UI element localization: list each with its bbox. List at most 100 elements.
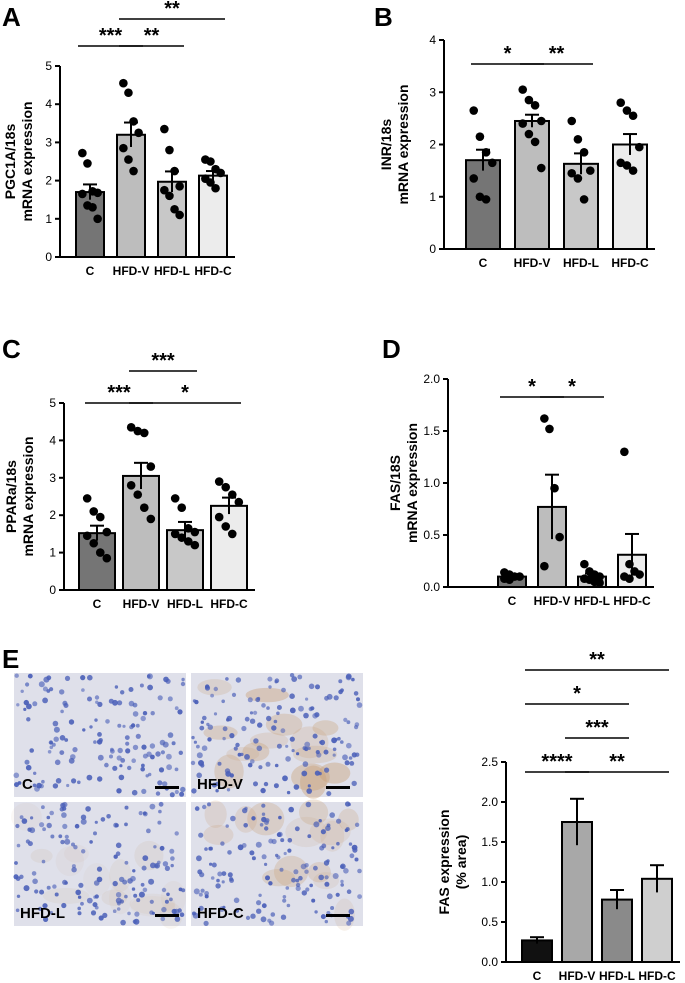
nucleus bbox=[261, 903, 267, 909]
data-point bbox=[616, 98, 626, 107]
nucleus bbox=[61, 812, 67, 818]
micrograph-label-c: C bbox=[22, 776, 33, 793]
nucleus bbox=[94, 820, 98, 824]
nucleus bbox=[87, 696, 92, 702]
nucleus bbox=[241, 843, 247, 848]
nucleus bbox=[353, 691, 359, 696]
nucleus bbox=[241, 725, 247, 732]
nucleus bbox=[287, 838, 293, 843]
data-point bbox=[625, 559, 634, 569]
nucleus bbox=[130, 723, 136, 728]
nucleus bbox=[268, 685, 272, 689]
nucleus bbox=[267, 918, 272, 923]
nucleus bbox=[96, 866, 103, 872]
nucleus bbox=[343, 868, 349, 874]
nucleus bbox=[180, 786, 186, 793]
y-axis-label: FAS/18S bbox=[387, 455, 403, 511]
nucleus bbox=[217, 761, 222, 766]
nucleus bbox=[253, 781, 258, 787]
nucleus bbox=[225, 824, 229, 828]
nucleus bbox=[247, 697, 253, 703]
nucleus bbox=[42, 903, 48, 909]
nucleus bbox=[314, 712, 320, 718]
nucleus bbox=[178, 750, 183, 755]
nucleus bbox=[25, 682, 30, 687]
nucleus bbox=[213, 686, 218, 692]
nucleus bbox=[46, 822, 52, 829]
nucleus bbox=[71, 778, 77, 784]
nucleus bbox=[136, 898, 141, 903]
nucleus bbox=[268, 881, 273, 886]
nucleus bbox=[285, 756, 291, 762]
nucleus bbox=[109, 754, 113, 759]
nucleus bbox=[297, 674, 303, 680]
y-axis-label: (% area) bbox=[453, 835, 469, 889]
category-label-hfd-c: HFD-C bbox=[638, 969, 676, 983]
nucleus bbox=[25, 764, 32, 771]
significance-label: *** bbox=[151, 350, 175, 372]
nucleus bbox=[155, 791, 161, 796]
data-point bbox=[133, 490, 143, 499]
nucleus bbox=[115, 842, 122, 849]
y-tick-label: 4 bbox=[45, 97, 52, 111]
nucleus bbox=[266, 706, 270, 710]
nucleus bbox=[142, 855, 149, 861]
nucleus bbox=[106, 814, 111, 819]
nucleus bbox=[80, 675, 86, 681]
nucleus bbox=[235, 908, 240, 913]
micrograph-hfd-l: HFD-L bbox=[10, 801, 187, 929]
nucleus bbox=[305, 697, 309, 701]
nucleus bbox=[23, 885, 30, 892]
nucleus bbox=[149, 899, 154, 904]
nucleus bbox=[16, 894, 21, 898]
nucleus bbox=[97, 776, 103, 782]
nucleus bbox=[93, 880, 100, 886]
data-point bbox=[211, 183, 220, 193]
data-point bbox=[170, 166, 179, 176]
micrograph-hfd-v-tissue bbox=[191, 673, 363, 797]
data-point bbox=[530, 101, 540, 110]
nucleus bbox=[205, 684, 210, 689]
nucleus bbox=[49, 687, 54, 692]
data-point bbox=[170, 494, 180, 503]
bar-hfd-c bbox=[641, 877, 673, 963]
nucleus bbox=[58, 834, 63, 839]
data-point bbox=[530, 137, 540, 147]
nucleus bbox=[357, 868, 362, 874]
nucleus bbox=[32, 783, 37, 788]
nucleus bbox=[204, 891, 210, 896]
nucleus bbox=[261, 703, 266, 708]
nucleus bbox=[154, 864, 159, 868]
category-label-hfd-l: HFD-L bbox=[599, 969, 635, 983]
nucleus bbox=[222, 736, 226, 741]
nucleus bbox=[164, 899, 169, 904]
nucleus bbox=[148, 878, 155, 885]
data-point bbox=[78, 148, 87, 158]
nucleus bbox=[128, 687, 134, 692]
nucleus bbox=[142, 711, 148, 716]
data-point bbox=[573, 174, 583, 183]
significance-label: ** bbox=[549, 43, 565, 65]
data-point bbox=[573, 134, 583, 144]
data-point bbox=[622, 106, 632, 115]
nucleus bbox=[53, 736, 59, 742]
nucleus bbox=[135, 733, 141, 739]
nucleus bbox=[280, 914, 287, 920]
nucleus bbox=[174, 916, 181, 922]
nucleus bbox=[319, 845, 325, 851]
nucleus bbox=[349, 761, 355, 766]
nucleus bbox=[204, 847, 208, 851]
nucleus bbox=[148, 772, 152, 777]
nucleus bbox=[351, 677, 355, 682]
y-tick-label: 1.5 bbox=[481, 835, 498, 849]
bar-c bbox=[521, 939, 553, 964]
y-tick-label: 0.5 bbox=[481, 915, 498, 929]
nucleus bbox=[179, 912, 185, 917]
nucleus bbox=[181, 677, 185, 682]
nucleus bbox=[50, 834, 55, 839]
nucleus bbox=[120, 690, 125, 695]
tissue-patch bbox=[203, 824, 234, 845]
micrograph-hfd-v: HFD-V bbox=[190, 673, 363, 799]
nucleus bbox=[81, 849, 86, 854]
nucleus bbox=[347, 915, 354, 922]
